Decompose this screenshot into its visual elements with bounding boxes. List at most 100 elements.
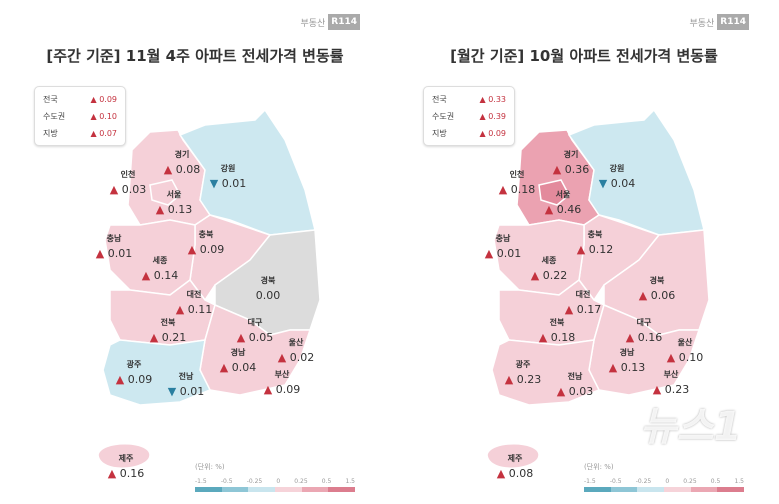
summary-label: 전국: [43, 95, 58, 104]
region-name: 서울: [166, 190, 182, 199]
region-value: 0.13: [167, 203, 193, 217]
scale-tick: -0.5: [220, 478, 233, 485]
scale-swatch: [248, 487, 276, 492]
logo-mark: R114: [328, 14, 360, 30]
up-triangle-icon: ▲: [638, 289, 648, 303]
up-triangle-icon: ▲: [666, 351, 676, 365]
region-name: 대구: [636, 318, 652, 327]
region-name: 충북: [587, 230, 603, 239]
region-value: 0.10: [678, 351, 704, 365]
region-label: 서울 ▲ 0.13: [156, 190, 192, 218]
region-label: 부산 ▲ 0.09: [264, 370, 300, 398]
region-label: 서울 ▲ 0.46: [545, 190, 581, 218]
up-triangle-icon: ▲: [90, 129, 97, 138]
scale-swatch: [664, 487, 691, 492]
up-triangle-icon: ▲: [498, 183, 508, 197]
region-value: 0.08: [508, 467, 534, 481]
region-name: 전남: [567, 372, 583, 381]
color-scale: (단위: %) -1.5 -0.5 -0.25 0 0.25 0.5 1.5: [195, 462, 356, 492]
summary-value: ▲ 0.09: [479, 129, 506, 138]
region-value: 0.06: [650, 289, 676, 303]
region-name: 대전: [186, 290, 202, 299]
scale-tick: -1.5: [584, 478, 596, 485]
region-label: 경북 ▲ 0.06: [639, 276, 675, 304]
region-label: 경기 ▲ 0.08: [164, 150, 200, 178]
region-value: 0.03: [121, 183, 147, 197]
region-value: 0.02: [289, 351, 315, 365]
up-triangle-icon: ▲: [149, 331, 159, 345]
monthly-panel: 부동산 R114 [월간 기준] 10월 아파트 전세가격 변동률 전국 ▲ 0.33…: [389, 0, 779, 504]
region-value: 0.18: [510, 183, 536, 197]
up-triangle-icon: ▲: [90, 112, 97, 121]
summary-row: 지방 ▲ 0.07: [35, 125, 125, 142]
up-triangle-icon: ▲: [552, 163, 562, 177]
up-triangle-icon: ▲: [277, 351, 287, 365]
scale-tick: 0: [665, 478, 670, 485]
summary-number: 0.33: [488, 95, 506, 104]
region-value: 0.12: [588, 243, 614, 257]
summary-row: 전국 ▲ 0.09: [35, 91, 125, 108]
weekly-panel: 부동산 R114 [주간 기준] 11월 4주 아파트 전세가격 변동률 전국 ▲ 0…: [34, 14, 360, 492]
region-label: 울산 ▲ 0.10: [667, 338, 703, 366]
region-label: 대구 ▲ 0.05: [237, 318, 273, 346]
up-triangle-icon: ▲: [479, 112, 486, 121]
region-value: 0.17: [576, 303, 602, 317]
r114-logo: 부동산 R114: [689, 14, 749, 30]
region-label: 전남 ▼ 0.01: [168, 372, 204, 400]
region-value: 0.05: [248, 331, 274, 345]
region-name: 부산: [663, 370, 679, 379]
summary-number: 0.09: [99, 95, 117, 104]
down-triangle-icon: ▼: [167, 385, 177, 399]
region-name: 강원: [220, 164, 236, 173]
region-label: 인천 ▲ 0.03: [110, 170, 146, 198]
up-triangle-icon: ▲: [556, 385, 566, 399]
region-name: 충북: [198, 230, 214, 239]
region-name: 제주: [118, 454, 134, 463]
region-jeju: [486, 443, 540, 469]
up-triangle-icon: ▲: [652, 383, 662, 397]
logo-text: 부동산: [689, 18, 715, 29]
region-value: 0.04: [231, 361, 257, 375]
region-seoul: [149, 179, 181, 206]
region-label: 대전 ▲ 0.17: [565, 290, 601, 318]
region-value: 0.01: [179, 385, 205, 399]
r114-logo: 부동산 R114: [300, 14, 360, 30]
scale-swatch: [717, 487, 745, 492]
region-label: 전북 ▲ 0.21: [150, 318, 186, 346]
summary-label: 지방: [432, 129, 447, 138]
region-value: 0.11: [187, 303, 213, 317]
summary-number: 0.07: [99, 129, 117, 138]
region-label: 인천 ▲ 0.18: [499, 170, 535, 198]
region-label: 충남 ▲ 0.01: [96, 234, 132, 262]
region-name: 경남: [230, 348, 246, 357]
region-value: 0.09: [275, 383, 301, 397]
scale-unit: (단위: %): [195, 463, 225, 471]
up-triangle-icon: ▲: [530, 269, 540, 283]
region-label: 경북 0.00: [256, 276, 281, 304]
up-triangle-icon: ▲: [95, 247, 105, 261]
up-triangle-icon: ▲: [564, 303, 574, 317]
region-label: 전남 ▲ 0.03: [557, 372, 593, 400]
region-label: 충북 ▲ 0.09: [188, 230, 224, 258]
region-label: 경남 ▲ 0.13: [609, 348, 645, 376]
summary-label: 전국: [432, 95, 447, 104]
up-triangle-icon: ▲: [263, 383, 273, 397]
region-label: 울산 ▲ 0.02: [278, 338, 314, 366]
scale-swatch: [195, 487, 222, 492]
up-triangle-icon: ▲: [625, 331, 635, 345]
region-value: 0.22: [542, 269, 568, 283]
summary-label: 수도권: [432, 112, 455, 121]
scale-tick: -1.5: [195, 478, 207, 485]
region-value: 0.08: [175, 163, 201, 177]
logo-text: 부동산: [300, 18, 326, 29]
region-name: 경북: [260, 276, 276, 285]
region-value: 0.03: [568, 385, 594, 399]
down-triangle-icon: ▼: [598, 177, 608, 191]
down-triangle-icon: ▼: [209, 177, 219, 191]
summary-row: 전국 ▲ 0.33: [424, 91, 514, 108]
region-value: 0.14: [153, 269, 179, 283]
region-name: 경남: [619, 348, 635, 357]
region-label: 광주 ▲ 0.09: [116, 360, 152, 388]
region-name: 강원: [609, 164, 625, 173]
